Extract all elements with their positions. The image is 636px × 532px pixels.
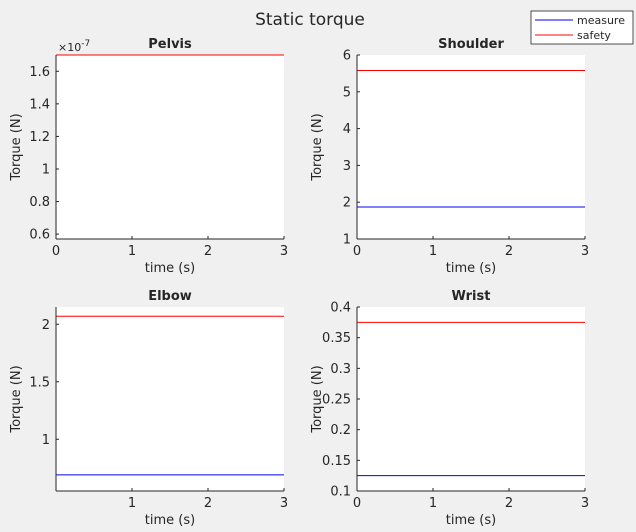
y-tick-label: 0.15 [322,454,351,469]
x-axis-label: time (s) [145,261,195,276]
x-tick-label: 3 [581,244,589,259]
legend-label-safety: safety [577,29,611,42]
y-tick-label: 0.1 [330,485,351,500]
y-tick-label: 4 [343,122,351,137]
y-tick-label: 0.6 [29,228,50,243]
x-tick-label: 0 [353,244,361,259]
y-tick-label: 1.5 [29,375,50,390]
y-axis-label: Torque (N) [9,113,24,181]
y-tick-label: 1 [42,162,50,177]
y-axis-label: Torque (N) [310,365,325,433]
y-tick-label: 6 [343,49,351,64]
y-tick-label: 0.8 [29,195,50,210]
legend-box [530,10,634,45]
y-tick-label: 2 [343,196,351,211]
x-axis-label: time (s) [446,261,496,276]
subplot-pelvis: 0 1 2 3 0.6 0.8 1 1.2 1.4 1.6 Pelvis time (s) Torque… [9,37,288,276]
x-tick-label: 0 [52,244,60,259]
y-tick-label: 0.3 [330,362,351,377]
subplot-title: Wrist [452,289,491,304]
y-tick-label: 0.25 [322,393,351,408]
x-tick-label: 3 [280,496,288,511]
y-tick-label: 2 [42,318,50,333]
y-tick-label: 1.2 [29,130,50,145]
subplot-wrist: 0 1 2 3 0.1 0.15 0.2 0.25 0.3 0.35 0.4 Wrist time (s… [310,289,589,528]
x-tick-label: 1 [429,496,437,511]
y-tick-label: 0.35 [322,331,351,346]
legend: measure safety [530,10,634,45]
legend-label-measure: measure [577,14,625,27]
subplot-title: Shoulder [438,37,504,52]
y-tick-label: 3 [343,159,351,174]
plot-area [357,55,585,239]
plot-area [56,55,284,239]
x-axis-label: time (s) [145,513,195,528]
x-tick-label: 2 [204,244,212,259]
x-tick-label: 2 [505,244,513,259]
y-exponent-label: ×10-7 [58,39,90,54]
y-tick-label: 5 [343,85,351,100]
subplot-elbow: 1 2 3 1 1.5 2 Elbow time (s) Torque (N) [9,289,288,528]
x-tick-label: 1 [429,244,437,259]
plot-area [56,307,284,491]
y-tick-label: 1.4 [29,97,50,112]
y-tick-label: 0.4 [330,301,351,316]
x-tick-label: 1 [128,496,136,511]
y-tick-label: 1 [343,233,351,248]
y-exponent-power: -7 [81,39,90,49]
x-tick-label: 2 [204,496,212,511]
y-axis-label: Torque (N) [9,365,24,433]
x-axis-label: time (s) [446,513,496,528]
x-tick-label: 1 [128,244,136,259]
subplot-title: Pelvis [148,37,192,52]
x-tick-label: 0 [353,496,361,511]
x-tick-label: 3 [280,244,288,259]
y-axis-label: Torque (N) [310,113,325,181]
x-tick-label: 3 [581,496,589,511]
y-tick-label: 0.2 [330,423,351,438]
y-tick-label: 1.6 [29,65,50,80]
x-tick-label: 2 [505,496,513,511]
subplot-title: Elbow [148,289,192,304]
y-tick-label: 1 [42,433,50,448]
plot-area [357,307,585,491]
figure-title: Static torque [255,10,365,30]
